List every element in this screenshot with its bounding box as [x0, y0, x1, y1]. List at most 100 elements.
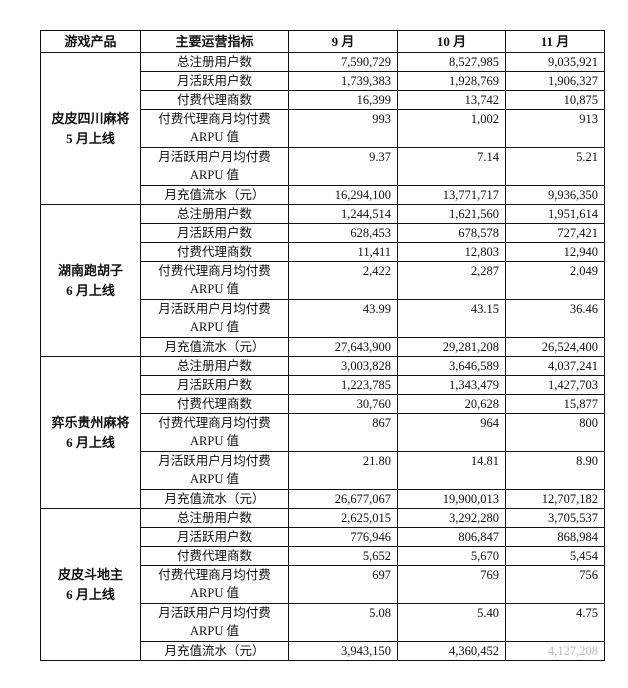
metric-label: 付费代理商月均付费 ARPU 值 — [140, 413, 289, 452]
metric-label: 月活跃用户月均付费 ARPU 值 — [140, 603, 289, 642]
value-cell: 16,399 — [288, 90, 398, 110]
table-row: 弈乐贵州麻将 6 月上线 总注册用户数 3,003,828 3,646,589 4,037… — [40, 356, 605, 509]
metric-line: 付费代理商数 — [176, 245, 252, 259]
metric-line: ARPU 值 — [190, 624, 239, 638]
metric-line: 月活跃用户月均付费 — [158, 454, 271, 468]
value-cell: 11,411 — [288, 242, 398, 262]
value-cell: 20,628 — [397, 394, 506, 414]
metric-label: 月活跃用户数 — [140, 527, 289, 547]
value-cell: 3,003,828 — [288, 356, 398, 376]
table-row: 月活跃用户月均付费 ARPU 值 5.08 5.40 4.75 — [41, 603, 605, 642]
header-game: 游戏产品 — [40, 30, 141, 53]
metric-line: 月充值流水（元） — [164, 644, 265, 658]
value-cell: 13,771,717 — [397, 185, 506, 205]
table-row: 月充值流水（元） 3,943,150 4,360,452 4,127,208 — [41, 641, 605, 661]
value-cell: 3,292,280 — [397, 508, 506, 528]
value-cell: 727,421 — [505, 223, 605, 243]
value-cell: 776,946 — [288, 527, 398, 547]
metric-line: ARPU 值 — [190, 168, 239, 182]
value-cell: 12,707,182 — [505, 489, 605, 509]
value-cell: 5.21 — [505, 147, 605, 186]
value-cell: 12,940 — [505, 242, 605, 262]
value-cell: 2,625,015 — [288, 508, 398, 528]
table-row: 月活跃用户数 776,946 806,847 868,984 — [41, 527, 605, 547]
metric-line: 付费代理商月均付费 — [158, 568, 271, 582]
value-cell: 800 — [505, 413, 605, 452]
launch-month: 5 月上线 — [66, 130, 115, 146]
metric-label: 月活跃用户月均付费 ARPU 值 — [140, 147, 289, 186]
value-cell: 36.46 — [505, 299, 605, 338]
value-cell: 697 — [288, 565, 398, 604]
metric-label: 月活跃用户数 — [140, 375, 289, 395]
metric-label: 月充值流水（元） — [140, 641, 289, 661]
value-cell: 806,847 — [397, 527, 506, 547]
metric-line: 总注册用户数 — [176, 511, 252, 525]
metric-line: 总注册用户数 — [176, 207, 252, 221]
header-metric: 主要运营指标 — [140, 30, 289, 53]
header-nov: 11 月 — [505, 30, 605, 53]
table-row: 付费代理商月均付费 ARPU 值 2,422 2,287 2,049 — [41, 261, 605, 300]
value-cell: 2,287 — [397, 261, 506, 300]
value-cell: 769 — [397, 565, 506, 604]
launch-month: 6 月上线 — [66, 434, 115, 450]
value-cell: 13,742 — [397, 90, 506, 110]
metric-line: 月活跃用户数 — [176, 530, 252, 544]
value-cell: 756 — [505, 565, 605, 604]
value-cell: 4.75 — [505, 603, 605, 642]
game-name: 湖南跑胡子 6 月上线 — [40, 204, 141, 357]
table-row: 皮皮斗地主 6 月上线 总注册用户数 2,625,015 3,292,280 3,705,… — [40, 508, 605, 661]
launch-month: 6 月上线 — [66, 282, 115, 298]
metric-line: ARPU 值 — [190, 320, 239, 334]
metric-label: 月充值流水（元） — [140, 185, 289, 205]
value-cell: 10,875 — [505, 90, 605, 110]
value-cell: 27,643,900 — [288, 337, 398, 357]
value-cell: 628,453 — [288, 223, 398, 243]
metric-label: 总注册用户数 — [140, 356, 289, 376]
metric-line: 月活跃用户数 — [176, 226, 252, 240]
value-cell: 1,951,614 — [505, 204, 605, 224]
metric-line: 月活跃用户数 — [176, 74, 252, 88]
value-cell: 868,984 — [505, 527, 605, 547]
metric-line: 月充值流水（元） — [164, 492, 265, 506]
metric-line: 月活跃用户月均付费 — [158, 150, 271, 164]
metric-label: 月活跃用户数 — [140, 71, 289, 91]
game-name: 皮皮四川麻将 5 月上线 — [40, 52, 141, 205]
table-row: 月活跃用户月均付费 ARPU 值 43.99 43.15 36.46 — [41, 299, 605, 338]
value-cell: 7.14 — [397, 147, 506, 186]
value-cell: 5.08 — [288, 603, 398, 642]
metric-label: 月活跃用户月均付费 ARPU 值 — [140, 299, 289, 338]
value-cell: 993 — [288, 109, 398, 148]
value-cell: 4,127,208 — [505, 641, 605, 661]
value-cell: 15,877 — [505, 394, 605, 414]
value-cell: 29,281,208 — [397, 337, 506, 357]
value-cell: 7,590,729 — [288, 52, 398, 72]
value-cell: 19,900,013 — [397, 489, 506, 509]
metric-label: 付费代理商月均付费 ARPU 值 — [140, 565, 289, 604]
metric-label: 月充值流水（元） — [140, 489, 289, 509]
value-cell: 1,427,703 — [505, 375, 605, 395]
table-row: 付费代理商月均付费 ARPU 值 867 964 800 — [41, 413, 605, 452]
game-title: 弈乐贵州麻将 — [51, 414, 130, 430]
value-cell: 1,244,514 — [288, 204, 398, 224]
value-cell: 1,906,327 — [505, 71, 605, 91]
table-row: 付费代理商月均付费 ARPU 值 697 769 756 — [41, 565, 605, 604]
game-title: 皮皮四川麻将 — [51, 110, 130, 126]
value-cell: 4,360,452 — [397, 641, 506, 661]
value-cell: 9,936,350 — [505, 185, 605, 205]
value-cell: 5.40 — [397, 603, 506, 642]
metric-line: 总注册用户数 — [176, 359, 252, 373]
value-cell: 8,527,985 — [397, 52, 506, 72]
metric-line: ARPU 值 — [190, 434, 239, 448]
value-cell: 1,621,560 — [397, 204, 506, 224]
metric-label: 付费代理商数 — [140, 242, 289, 262]
table-row: 月充值流水（元） 16,294,100 13,771,717 9,936,350 — [41, 185, 605, 205]
metric-line: 月充值流水（元） — [164, 340, 265, 354]
value-cell: 678,578 — [397, 223, 506, 243]
value-cell: 9.37 — [288, 147, 398, 186]
metric-label: 月充值流水（元） — [140, 337, 289, 357]
value-cell: 867 — [288, 413, 398, 452]
value-cell: 1,343,479 — [397, 375, 506, 395]
metric-line: 月活跃用户月均付费 — [158, 302, 271, 316]
value-cell: 16,294,100 — [288, 185, 398, 205]
metric-label: 付费代理商月均付费 ARPU 值 — [140, 261, 289, 300]
